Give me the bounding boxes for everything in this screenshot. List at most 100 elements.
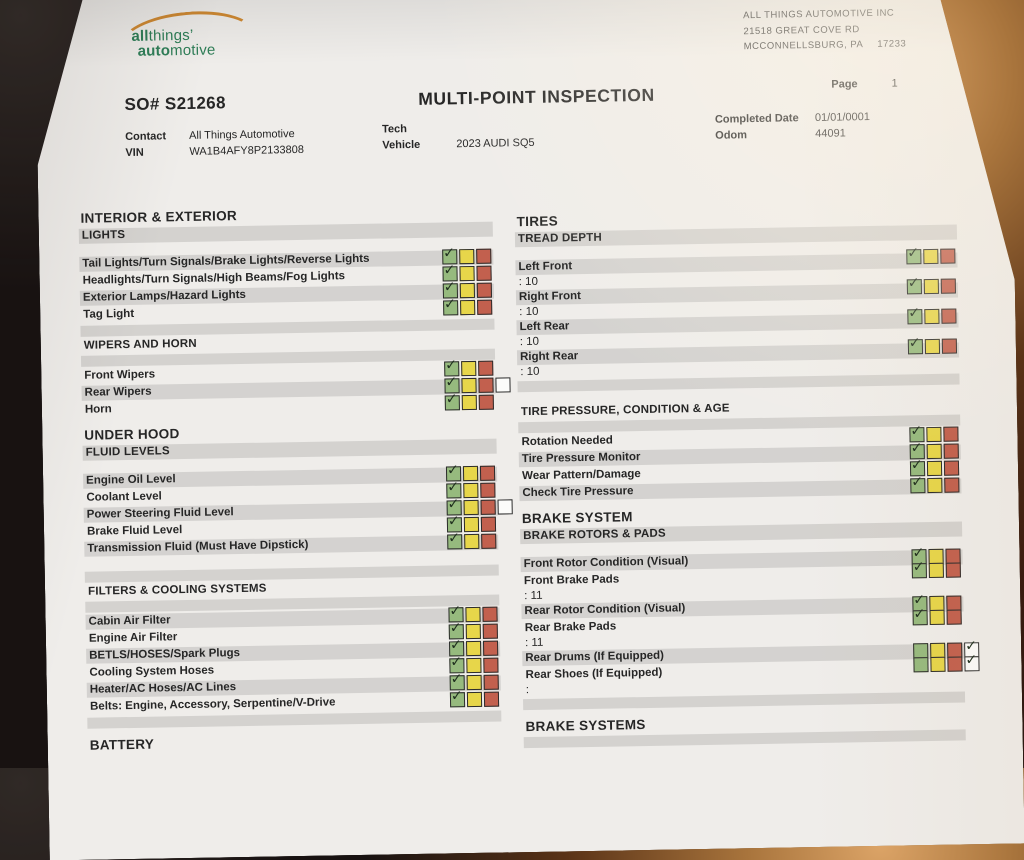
red-checkbox: [944, 444, 959, 459]
check-icon: ✓: [451, 672, 463, 687]
checkbox-group: ✓: [908, 478, 959, 494]
yellow-checkbox: [930, 610, 945, 625]
yellow-checkbox: [927, 478, 942, 493]
check-icon: ✓: [443, 246, 455, 261]
red-checkbox: [482, 607, 497, 622]
check-icon: ✓: [910, 424, 922, 439]
item-label: BETLS/HOSES/Spark Plugs: [86, 646, 240, 664]
red-checkbox: [480, 466, 495, 481]
red-checkbox: [947, 656, 962, 671]
yellow-checkbox: [466, 658, 481, 673]
red-checkbox: [483, 641, 498, 656]
check-icon: ✓: [909, 336, 921, 351]
item-label: Left Front: [515, 259, 572, 275]
checkbox-group: ✓: [445, 534, 496, 550]
check-icon: ✓: [449, 604, 461, 619]
page-label: Page: [831, 78, 858, 90]
yellow-checkbox: [465, 607, 480, 622]
check-icon: ✓: [444, 297, 456, 312]
red-checkbox: [477, 300, 492, 315]
green-checkbox: ✓: [445, 395, 460, 410]
red-checkbox: [481, 534, 496, 549]
yellow-checkbox: [461, 378, 476, 393]
red-checkbox: [484, 692, 499, 707]
odometer-value: 44091: [815, 127, 846, 140]
page-indicator: Page 1: [831, 78, 898, 91]
yellow-checkbox: [930, 657, 945, 672]
checkbox-group: ✓: [911, 656, 979, 672]
green-checkbox: ✓: [907, 309, 922, 324]
checkbox-group: ✓: [906, 339, 957, 355]
checkbox-group: ✓: [443, 395, 494, 411]
red-checkbox: [476, 266, 491, 281]
red-checkbox: [481, 517, 496, 532]
checkbox-group: ✓: [911, 609, 962, 625]
red-checkbox: [944, 461, 959, 476]
red-checkbox: [477, 283, 492, 298]
yellow-checkbox: [463, 466, 478, 481]
check-icon: ✓: [450, 638, 462, 653]
green-checkbox: ✓: [908, 339, 923, 354]
item-label: Tire Pressure Monitor: [519, 450, 641, 467]
vehicle-label: Vehicle: [382, 136, 456, 153]
yellow-checkbox: [464, 534, 479, 549]
yellow-checkbox: [924, 279, 939, 294]
section-header: BATTERY: [88, 731, 502, 753]
na-checkbox: [495, 377, 510, 392]
item-label: Right Rear: [517, 349, 578, 365]
logo-arc-icon: [117, 6, 260, 76]
red-checkbox: [944, 478, 959, 493]
page-number: 1: [892, 78, 898, 90]
yellow-checkbox: [461, 361, 476, 376]
item-label: Front Rotor Condition (Visual): [521, 554, 689, 572]
item-label: Heater/AC Hoses/AC Lines: [87, 680, 237, 698]
green-checkbox: ✓: [443, 300, 458, 315]
check-icon: ✓: [443, 263, 455, 278]
check-icon: ✓: [448, 531, 460, 546]
red-checkbox: [946, 595, 961, 610]
item-label: Cabin Air Filter: [85, 613, 170, 629]
item-label: Right Front: [516, 289, 581, 305]
red-checkbox: [476, 249, 491, 264]
checkbox-group: ✓: [910, 562, 961, 578]
item-label: Rear Drums (If Equipped): [522, 649, 664, 666]
desk-photo: { "logo": {"l1a":"all","l1b":"things\u20…: [0, 0, 1024, 768]
checkbox-group: ✓: [905, 309, 956, 325]
check-icon: ✓: [450, 655, 462, 670]
green-checkbox: ✓: [907, 279, 922, 294]
yellow-checkbox: [459, 249, 474, 264]
check-icon: ✓: [911, 475, 923, 490]
red-checkbox: [478, 378, 493, 393]
item-label: Wear Pattern/Damage: [519, 467, 641, 484]
yellow-checkbox: [924, 309, 939, 324]
item-label: Brake Fluid Level: [84, 523, 182, 540]
yellow-checkbox: [463, 483, 478, 498]
service-order-number: SO# S21268: [124, 93, 226, 115]
company-city: MCCONNELLSBURG, PA: [744, 39, 864, 52]
item-label: Rear Brake Pads: [522, 620, 617, 637]
check-icon: ✓: [913, 560, 925, 575]
odometer-label: Odom: [715, 126, 815, 144]
green-checkbox: ✓: [910, 478, 925, 493]
red-checkbox: [483, 624, 498, 639]
item-label: Check Tire Pressure: [519, 484, 633, 501]
red-checkbox: [941, 309, 956, 324]
yellow-checkbox: [927, 461, 942, 476]
yellow-checkbox: [923, 249, 938, 264]
red-checkbox: [945, 548, 960, 563]
contact-label: Contact: [125, 128, 189, 145]
item-label: Front Brake Pads: [521, 572, 619, 589]
yellow-checkbox: [467, 692, 482, 707]
yellow-checkbox: [929, 563, 944, 578]
contact-value: All Things Automotive: [189, 128, 295, 142]
red-checkbox: [943, 427, 958, 442]
inspection-form-paper: allthings’ automotive ALL THINGS AUTOMOT…: [34, 0, 1024, 860]
red-checkbox: [946, 562, 961, 577]
green-checkbox: ✓: [450, 692, 465, 707]
check-icon: ✓: [913, 607, 925, 622]
